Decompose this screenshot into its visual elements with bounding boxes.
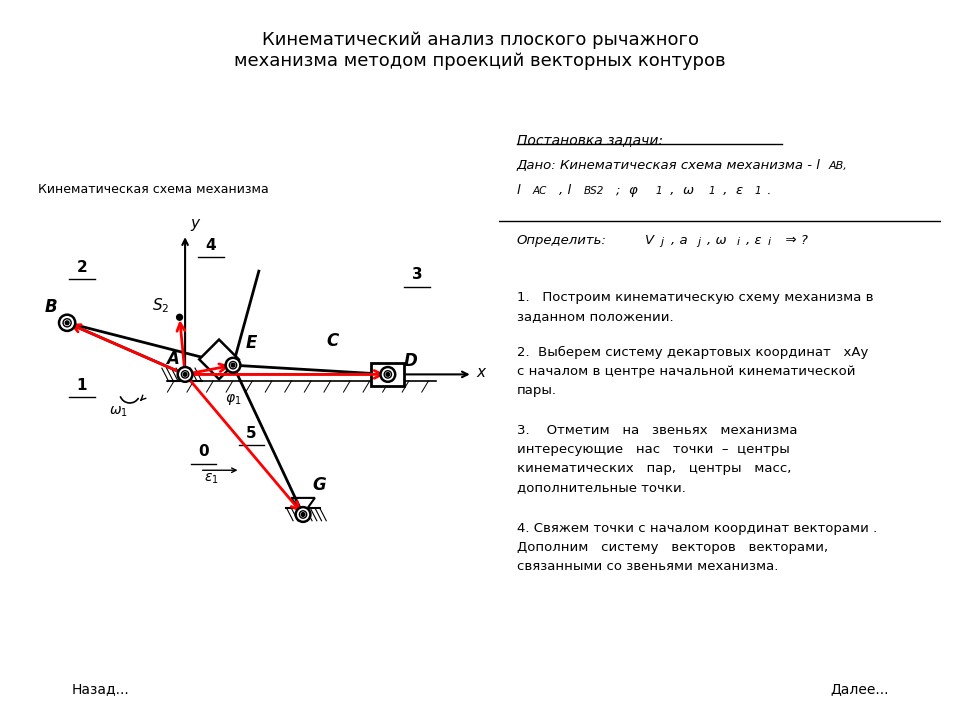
- Text: D: D: [404, 352, 418, 370]
- Text: 1.   Построим кинематическую схему механизма в
заданном положении.: 1. Построим кинематическую схему механиз…: [516, 292, 874, 323]
- Circle shape: [226, 358, 240, 372]
- Circle shape: [177, 315, 182, 320]
- Text: 2.  Выберем систему декартовых координат   хАу
с началом в центре начальной кине: 2. Выберем систему декартовых координат …: [516, 346, 868, 397]
- Circle shape: [183, 372, 187, 377]
- Text: 2: 2: [77, 260, 87, 275]
- Text: 1: 1: [708, 186, 715, 196]
- Text: 3.    Отметим   на   звеньях   механизма
интересующие   нас   точки  –  центры
к: 3. Отметим на звеньях механизма интересу…: [516, 423, 798, 494]
- Text: Определить:: Определить:: [516, 235, 607, 248]
- Text: 5: 5: [246, 426, 256, 441]
- Text: B: B: [44, 298, 57, 316]
- Text: BS2: BS2: [584, 186, 605, 196]
- Circle shape: [296, 507, 310, 522]
- Circle shape: [301, 513, 305, 516]
- Text: i: i: [768, 236, 771, 246]
- Circle shape: [59, 315, 75, 331]
- Text: , ω: , ω: [707, 235, 727, 248]
- Text: $S_2$: $S_2$: [152, 297, 169, 315]
- Text: ,  ε: , ε: [719, 184, 743, 197]
- Text: j: j: [697, 236, 700, 246]
- Text: A: A: [166, 350, 179, 368]
- Circle shape: [65, 321, 69, 325]
- Text: 3: 3: [412, 267, 422, 282]
- Text: АВ,: АВ,: [828, 161, 847, 171]
- Text: i: i: [736, 236, 740, 246]
- Text: Дано: Кинематическая схема механизма - l: Дано: Кинематическая схема механизма - l: [516, 159, 821, 172]
- Text: , l: , l: [559, 184, 571, 197]
- Text: 1: 1: [755, 186, 761, 196]
- Text: .: .: [763, 184, 772, 197]
- Text: V: V: [645, 235, 654, 248]
- Text: , ε: , ε: [746, 235, 761, 248]
- Text: y: y: [191, 215, 200, 230]
- Text: x: x: [476, 365, 486, 380]
- Text: 4: 4: [205, 238, 216, 253]
- Circle shape: [231, 364, 235, 367]
- Text: $\varphi_1$: $\varphi_1$: [225, 392, 241, 407]
- Bar: [372, 363, 404, 386]
- Text: 0: 0: [198, 444, 209, 459]
- Circle shape: [386, 372, 390, 377]
- Text: Постановка задачи:: Постановка задачи:: [516, 133, 662, 148]
- Text: 4. Свяжем точки с началом координат векторами .
Дополним   систему   векторов   : 4. Свяжем точки с началом координат вект…: [516, 522, 877, 573]
- Circle shape: [380, 367, 396, 382]
- Text: Кинематический анализ плоского рычажного
механизма методом проекций векторных ко: Кинематический анализ плоского рычажного…: [234, 31, 726, 70]
- Text: Назад...: Назад...: [72, 683, 130, 696]
- Text: $\omega_1$: $\omega_1$: [109, 405, 129, 419]
- Bar: [199, 340, 239, 379]
- Text: ,  ω: , ω: [666, 184, 694, 197]
- Text: ⇒ ?: ⇒ ?: [777, 235, 807, 248]
- Circle shape: [178, 367, 192, 382]
- Text: G: G: [313, 476, 326, 494]
- Text: , a: , a: [671, 235, 688, 248]
- Text: E: E: [246, 334, 257, 352]
- Text: C: C: [326, 333, 339, 351]
- Text: Далее...: Далее...: [830, 683, 888, 696]
- Text: l: l: [516, 184, 520, 197]
- Text: 1: 1: [656, 186, 662, 196]
- Text: 1: 1: [77, 378, 87, 393]
- Text: ;  φ: ; φ: [616, 184, 638, 197]
- Text: j: j: [660, 236, 663, 246]
- Text: АС: АС: [532, 186, 546, 196]
- Text: Кинематическая схема механизма: Кинематическая схема механизма: [37, 183, 269, 196]
- Text: $\varepsilon_1$: $\varepsilon_1$: [204, 472, 218, 486]
